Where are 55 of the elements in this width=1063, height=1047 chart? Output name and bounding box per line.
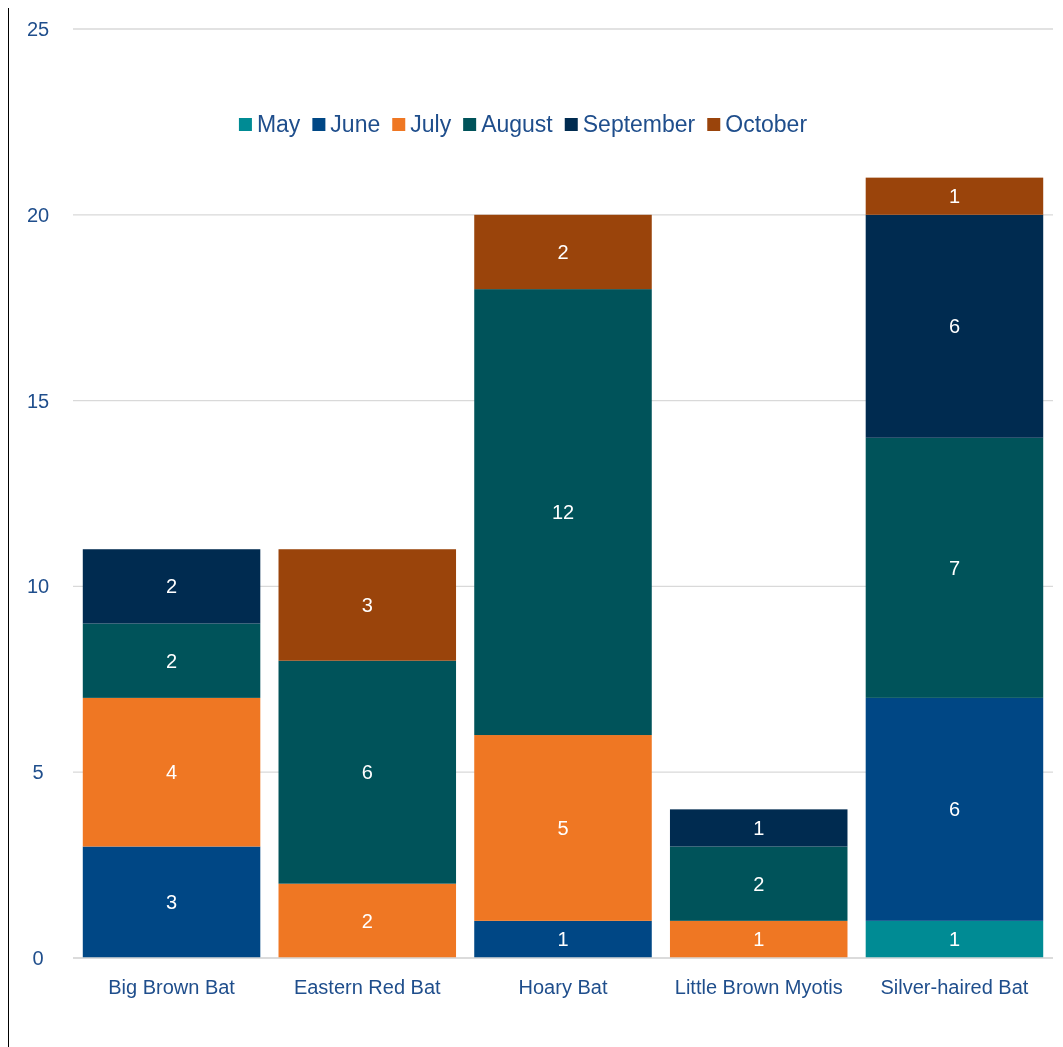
x-tick-label: Little Brown Myotis: [674, 976, 843, 998]
data-label: 6: [361, 761, 373, 784]
bar: [82, 623, 261, 698]
bar: [278, 660, 457, 884]
bar: [278, 549, 457, 661]
bar: [669, 846, 848, 921]
bar: [865, 177, 1044, 215]
bar: [278, 883, 457, 958]
data-label: 1: [557, 928, 569, 951]
data-label: 4: [165, 761, 178, 784]
data-label: 7: [948, 556, 961, 579]
legend-label: May: [256, 111, 301, 138]
data-label: 1: [948, 928, 961, 951]
bar: [865, 697, 1044, 921]
data-label: 2: [557, 240, 569, 263]
x-tick-label: Eastern Red Bat: [293, 976, 442, 998]
data-label: 3: [165, 891, 178, 914]
legend-label: June: [330, 111, 381, 138]
bar: [669, 920, 848, 958]
y-tick-label: 5: [32, 761, 44, 784]
y-tick-label: 20: [26, 203, 50, 226]
data-label: 2: [165, 649, 178, 672]
legend-label: September: [582, 111, 696, 138]
data-label: 2: [361, 909, 373, 932]
y-tick-label: 10: [26, 575, 50, 598]
data-label: 1: [948, 185, 961, 208]
y-tick-label: 25: [26, 18, 50, 40]
data-label: 6: [948, 315, 961, 338]
data-label: 2: [165, 575, 178, 598]
bar: [865, 437, 1044, 698]
bar: [669, 809, 848, 847]
data-label: 6: [948, 798, 961, 821]
x-tick-label: Silver-haired Bat: [880, 976, 1029, 998]
bar: [865, 920, 1044, 958]
x-tick-label: Hoary Bat: [518, 976, 608, 998]
bar: [82, 846, 261, 958]
data-label: 2: [753, 872, 765, 895]
data-label: 1: [753, 928, 765, 951]
bar: [474, 289, 652, 736]
data-label: 12: [551, 501, 575, 524]
data-label: 3: [361, 593, 373, 616]
x-tick-label: Big Brown Bat: [108, 976, 236, 998]
data-label: 5: [557, 816, 569, 839]
bar: [474, 735, 652, 921]
bar: [474, 214, 652, 290]
bar: [474, 920, 652, 958]
bar: [82, 549, 261, 624]
y-tick-label: 15: [26, 389, 50, 412]
bar: [865, 214, 1044, 438]
bar: [82, 697, 261, 847]
legend-label: August: [481, 111, 554, 138]
data-label: 1: [753, 816, 765, 839]
legend-label: October: [725, 111, 808, 138]
y-tick-label: 0: [32, 947, 44, 969]
legend-label: July: [410, 111, 452, 138]
